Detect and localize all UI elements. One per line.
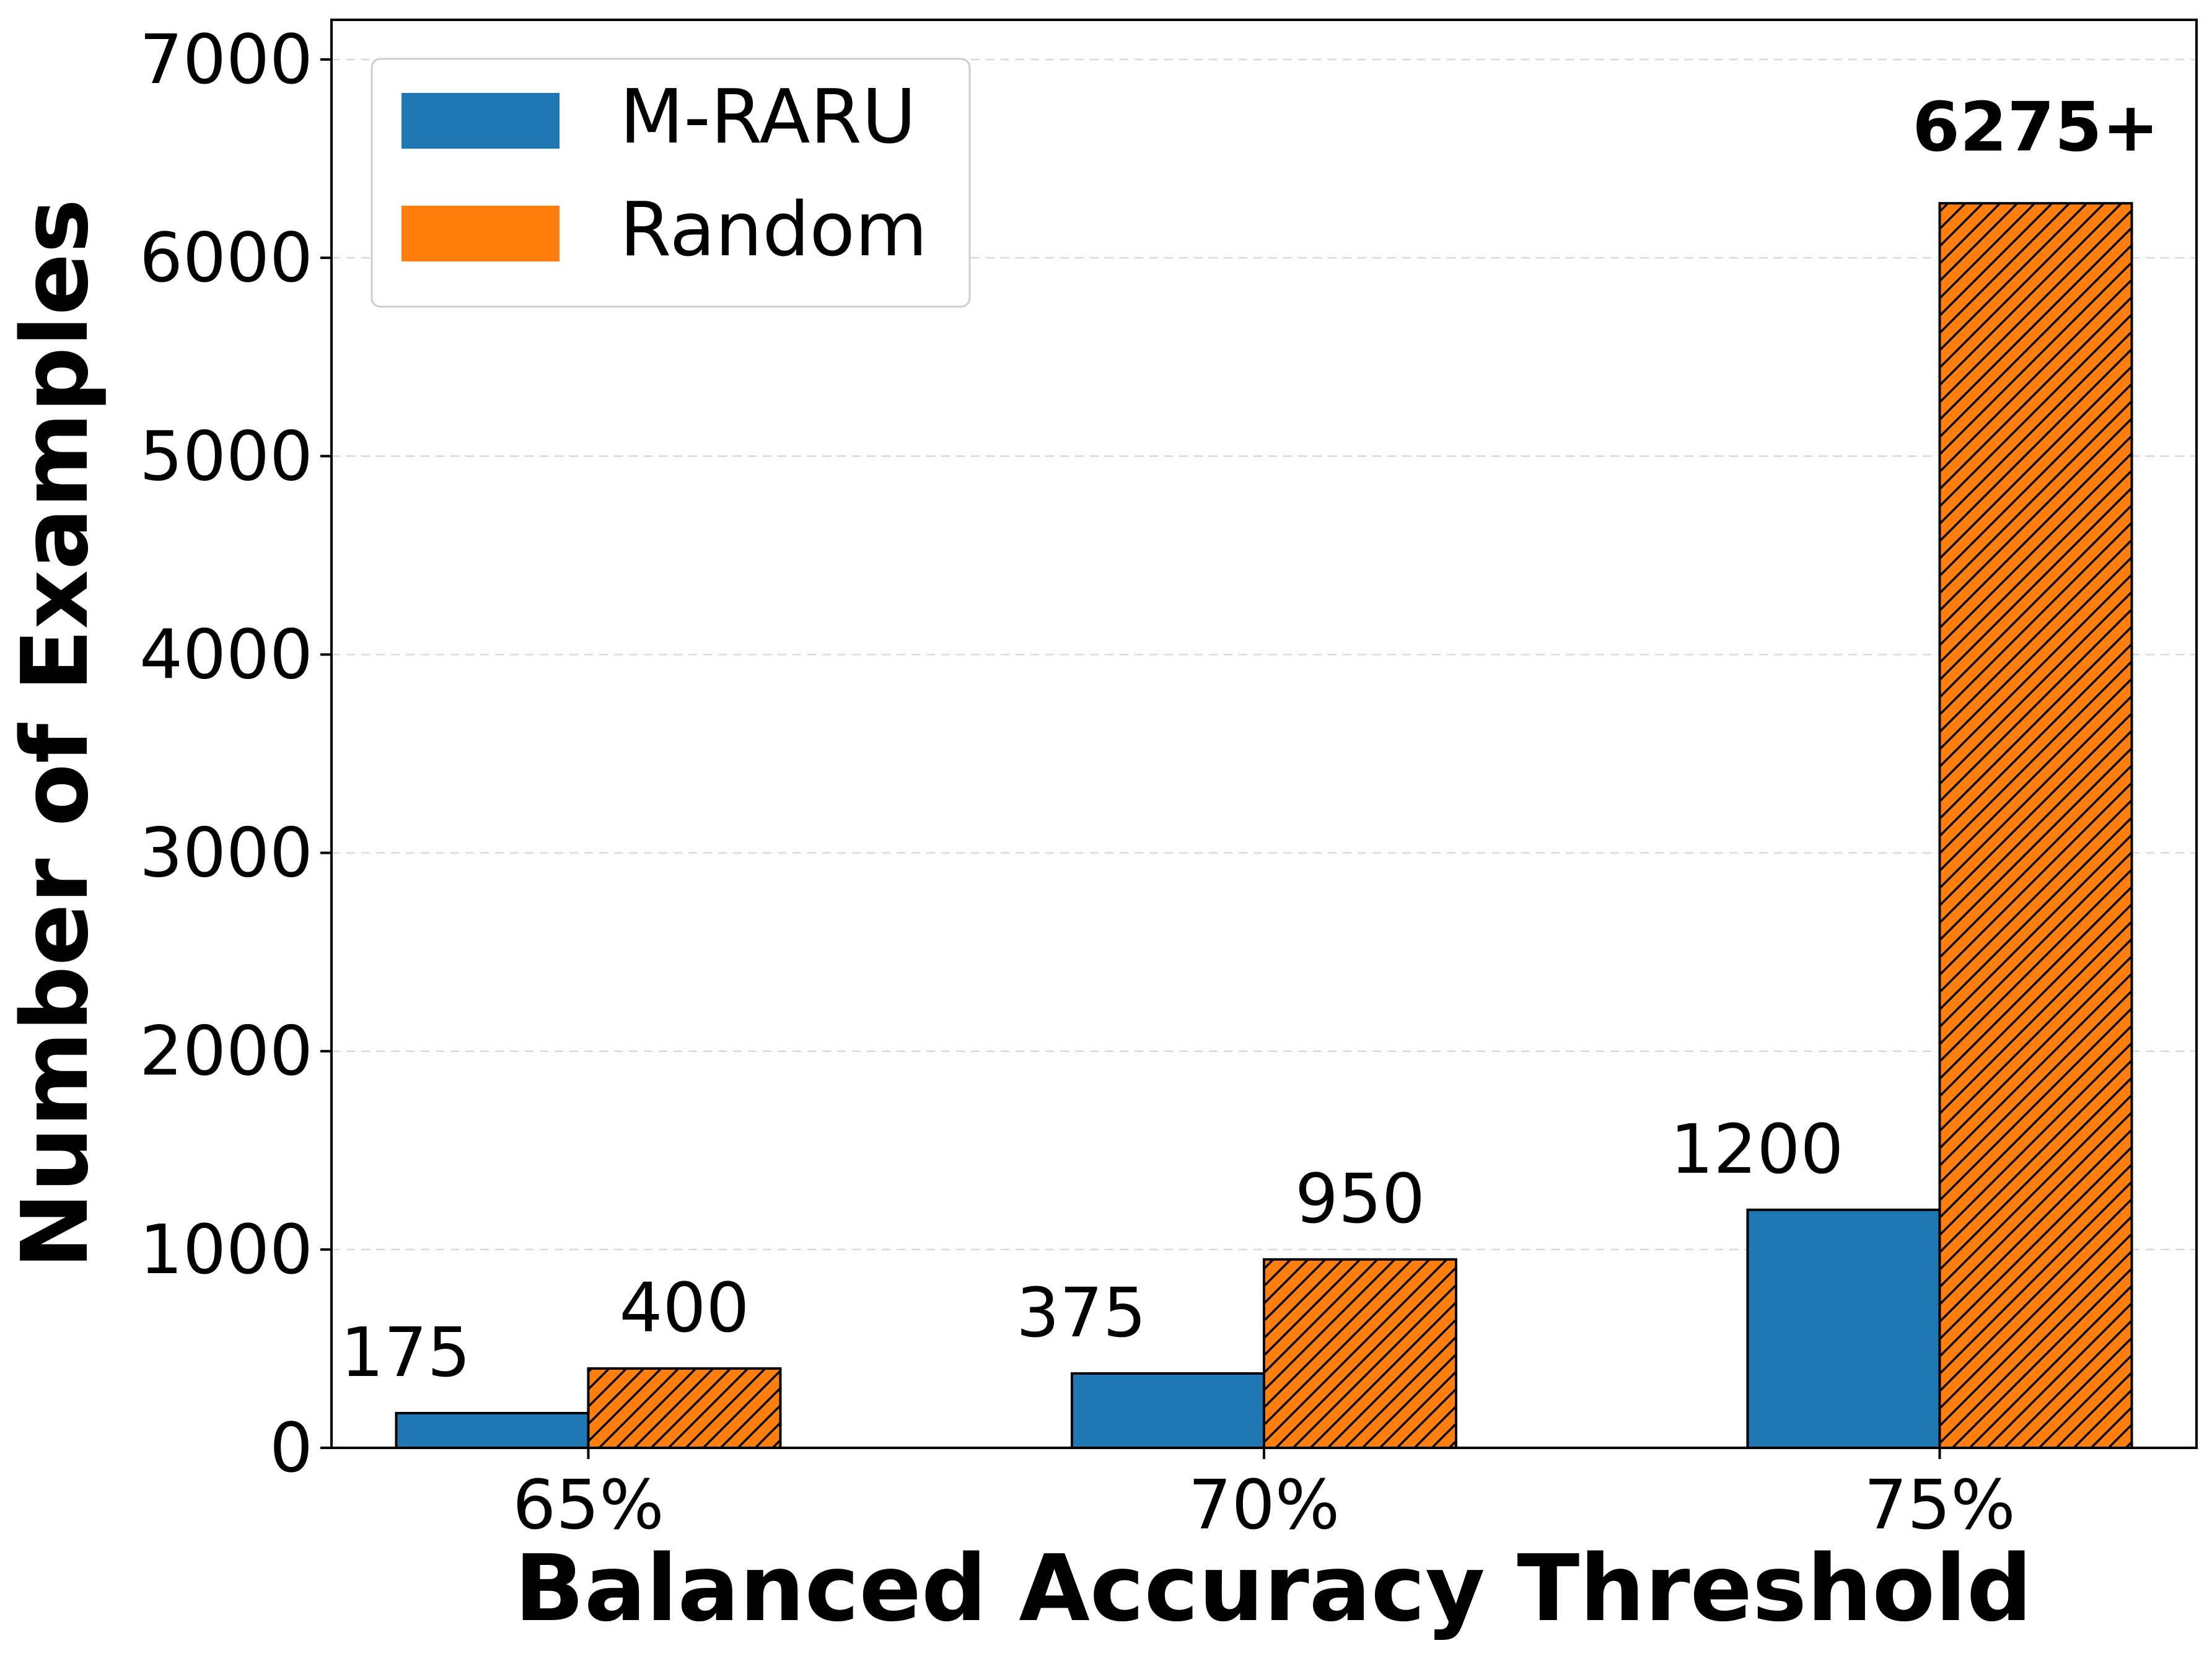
x-tick-label: 70%: [1188, 1465, 1340, 1544]
bar-value-label: 400: [620, 1268, 750, 1347]
y-tick-label: 6000: [139, 218, 313, 297]
bar-value-label: 375: [1016, 1273, 1146, 1352]
y-tick-label: 5000: [139, 416, 313, 496]
bar-value-labels: 175 375 1200 400 950 6275+: [341, 87, 2159, 1392]
bar-hatch: [1264, 1259, 1456, 1448]
axis-ticks: 0 1000 2000 3000 4000 5000 6000 7000 65% 70% 75%: [139, 20, 2016, 1544]
x-tick-label: 75%: [1864, 1465, 2016, 1544]
y-tick-label: 2000: [139, 1012, 313, 1091]
bar-hatch: [1939, 203, 2132, 1448]
x-axis-title: Balanced Accuracy Threshold: [514, 1535, 2032, 1642]
bar-m-raru-fill: [1747, 1209, 1940, 1448]
y-tick-label: 4000: [139, 615, 313, 694]
bar-value-label: 1200: [1670, 1110, 1844, 1189]
bar-m-raru-fill: [1072, 1373, 1264, 1448]
y-axis-title: Number of Examples: [2, 199, 108, 1269]
y-tick-label: 3000: [139, 813, 313, 893]
bar-value-label: 175: [341, 1313, 471, 1392]
legend: M-RARU Random: [371, 58, 971, 308]
legend-swatch-m-raru: [402, 93, 560, 149]
y-tick-label: 0: [270, 1408, 313, 1487]
bar-value-label: 6275+: [1912, 87, 2159, 167]
bar-value-label: 950: [1295, 1159, 1425, 1238]
bar-m-raru-fill: [396, 1413, 589, 1448]
x-tick-label: 65%: [512, 1465, 664, 1544]
legend-label-random: Random: [620, 187, 928, 273]
bar-hatch: [588, 1368, 781, 1448]
legend-label-m-raru: M-RARU: [620, 74, 916, 160]
bars: [395, 202, 2133, 1450]
y-tick-label: 1000: [139, 1210, 313, 1289]
legend-swatch-random: [402, 206, 560, 261]
y-tick-label: 7000: [139, 20, 313, 99]
